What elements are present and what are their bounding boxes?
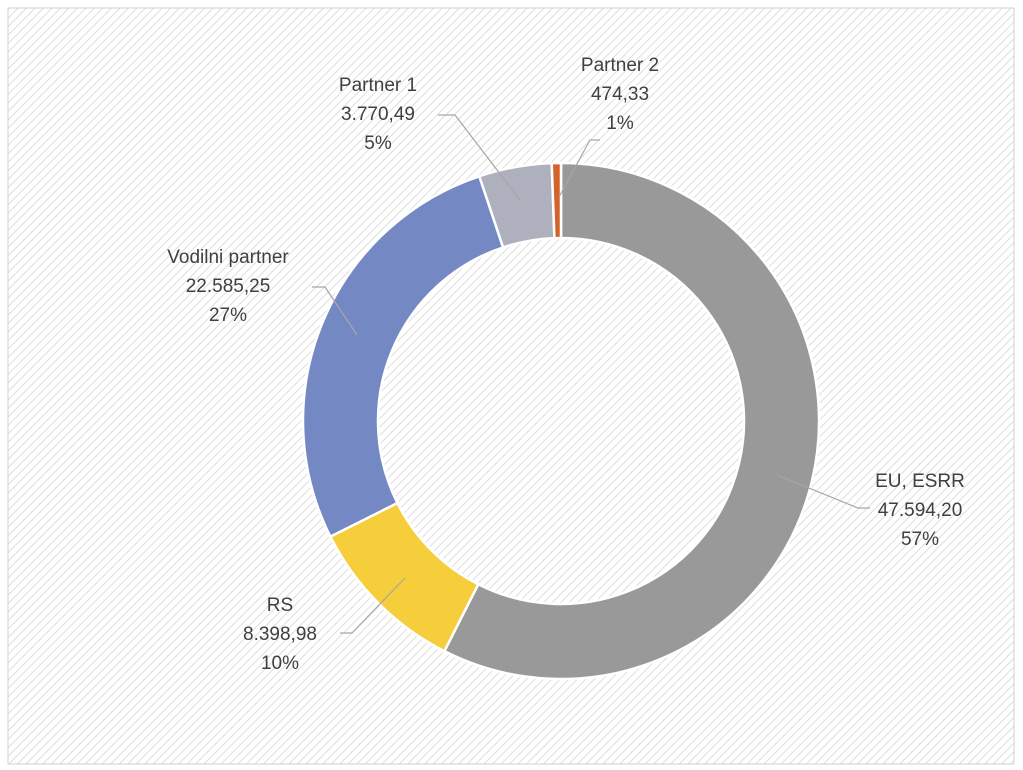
donut-slice <box>442 161 821 681</box>
value-label: 47.594,20 <box>878 500 963 521</box>
leader-line <box>776 474 870 509</box>
category-label: RS <box>267 595 293 616</box>
percent-label: 10% <box>261 653 299 674</box>
leader-line <box>340 577 406 634</box>
value-label: 8.398,98 <box>243 624 317 645</box>
leader-line <box>558 139 600 198</box>
leader-line <box>438 114 521 201</box>
percent-label: 57% <box>901 529 939 550</box>
category-label: Partner 2 <box>581 55 659 76</box>
category-label: EU, ESRR <box>875 471 965 492</box>
percent-label: 27% <box>209 305 247 326</box>
value-label: 3.770,49 <box>341 104 415 125</box>
donut-slice <box>550 161 563 240</box>
leader-lines <box>312 114 870 634</box>
category-label: Partner 1 <box>339 75 417 96</box>
percent-label: 1% <box>606 113 634 134</box>
value-label: 22.585,25 <box>186 276 271 297</box>
donut-slice <box>301 174 505 539</box>
percent-label: 5% <box>364 133 392 154</box>
value-label: 474,33 <box>591 84 649 105</box>
leader-line <box>312 286 358 336</box>
category-label: Vodilni partner <box>167 247 289 268</box>
